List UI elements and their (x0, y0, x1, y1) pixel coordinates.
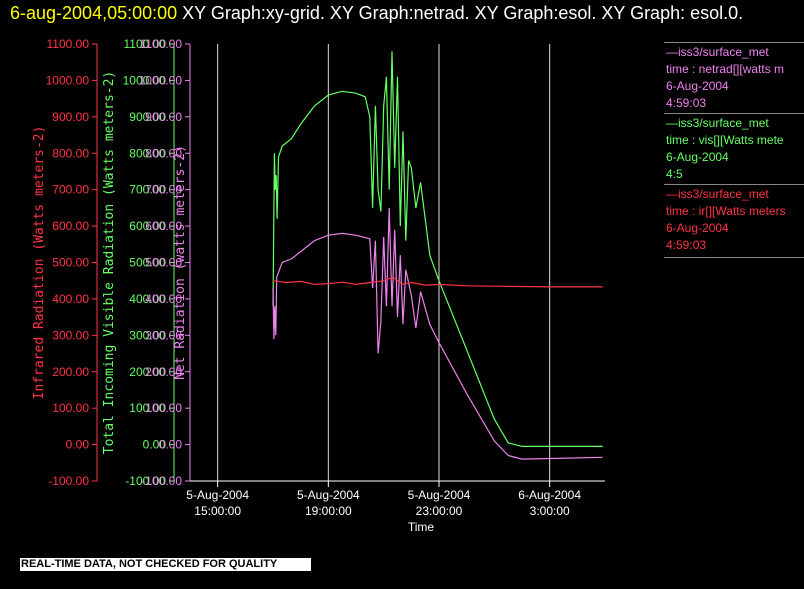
y-tick-label: 200.00 (129, 365, 166, 379)
y-tick-label: 500.00 (145, 256, 182, 270)
y-tick-label: 300.00 (145, 328, 182, 342)
y-tick-label: 0.00 (159, 438, 183, 452)
y-tick-label: 900.00 (52, 110, 89, 124)
y-axis-label: Net Radiation (watts meters-2) (173, 145, 188, 380)
y-axis-label: Total Incoming Visible Radiation (Watts … (102, 71, 117, 455)
y-tick-label: 1100.00 (47, 37, 90, 51)
y-tick-label: -100.00 (48, 474, 89, 488)
y-tick-label: 500.00 (129, 256, 166, 270)
y-tick-label: 100.00 (52, 401, 89, 415)
x-tick-label-date: 6-Aug-2004 (518, 488, 581, 502)
y-tick-label: 1000.00 (139, 73, 183, 87)
legend-entry-line: —iss3/surface_met (666, 187, 769, 201)
y-tick-label: 200.00 (52, 365, 89, 379)
legend-entry-line: time : netrad[][watts m (666, 62, 785, 76)
y-tick-label: 1000.00 (46, 73, 90, 87)
y-tick-label: 200.00 (145, 365, 182, 379)
y-tick-label: 300.00 (52, 328, 89, 342)
y-tick-label: 700.00 (129, 183, 166, 197)
x-tick-label-time: 19:00:00 (305, 504, 352, 518)
legend-entry-line: 6-Aug-2004 (666, 79, 729, 93)
y-tick-label: 600.00 (129, 219, 166, 233)
y-tick-label: 100.00 (145, 401, 182, 415)
y-tick-label: -100.00 (141, 474, 182, 488)
title-timestamp: 6-aug-2004,05:00:00 (10, 3, 178, 23)
y-tick-label: 400.00 (129, 292, 166, 306)
legend-entry-line: 6-Aug-2004 (666, 150, 729, 164)
title-text: XY Graph:xy-grid. XY Graph:netrad. XY Gr… (177, 3, 744, 23)
legend-entry-line: 4:59:03 (666, 96, 707, 110)
x-tick-label-time: 15:00:00 (194, 504, 241, 518)
y-tick-label: 700.00 (145, 183, 182, 197)
x-tick-label-time: 23:00:00 (416, 504, 463, 518)
y-tick-label: 1100.00 (140, 37, 183, 51)
legend-separator (664, 113, 804, 114)
x-axis-label: Time (408, 520, 435, 534)
legend-entry-line: —iss3/surface_met (666, 45, 769, 59)
legend-entry-line: time : ir[][Watts meters (666, 204, 786, 218)
legend-entry-line: time : vis[][Watts mete (666, 133, 784, 147)
y-tick-label: 1100.00 (124, 37, 167, 51)
y-tick-label: 400.00 (145, 292, 182, 306)
series-line (272, 51, 603, 447)
y-axis-label: Infrared Radiation (Watts meters-2) (32, 126, 47, 400)
y-tick-label: 700.00 (52, 183, 89, 197)
x-tick-label-date: 5-Aug-2004 (297, 488, 360, 502)
series-line (272, 207, 603, 460)
legend-entry-line: 6-Aug-2004 (666, 221, 729, 235)
quality-disclaimer: REAL-TIME DATA, NOT CHECKED FOR QUALITY (20, 558, 311, 571)
legend-separator (664, 42, 804, 43)
y-tick-label: 900.00 (145, 110, 182, 124)
y-tick-label: 300.00 (129, 328, 166, 342)
y-tick-label: 500.00 (52, 256, 89, 270)
legend-entry-line: —iss3/surface_met (666, 116, 769, 130)
x-tick-label-date: 5-Aug-2004 (408, 488, 471, 502)
x-tick-label-date: 5-Aug-2004 (186, 488, 249, 502)
y-tick-label: 100.00 (129, 401, 166, 415)
y-tick-label: 600.00 (145, 219, 182, 233)
y-tick-label: 800.00 (145, 146, 182, 160)
y-tick-label: 1000.00 (123, 73, 167, 87)
y-tick-label: 400.00 (52, 292, 89, 306)
y-tick-label: 800.00 (129, 146, 166, 160)
series-line (272, 276, 603, 288)
y-tick-label: 0.00 (143, 438, 167, 452)
legend-entry-line: 4:59:03 (666, 238, 707, 252)
y-tick-label: -100.00 (125, 474, 166, 488)
legend-entry-line: 4:5 (666, 167, 683, 181)
chart-title: 6-aug-2004,05:00:00 XY Graph:xy-grid. XY… (10, 2, 800, 25)
legend-separator (664, 184, 804, 185)
legend-separator (664, 257, 804, 258)
x-tick-label-time: 3:00:00 (530, 504, 570, 518)
y-tick-label: 600.00 (52, 219, 89, 233)
y-tick-label: 0.00 (66, 438, 90, 452)
y-tick-label: 900.00 (129, 110, 166, 124)
y-tick-label: 800.00 (52, 146, 89, 160)
